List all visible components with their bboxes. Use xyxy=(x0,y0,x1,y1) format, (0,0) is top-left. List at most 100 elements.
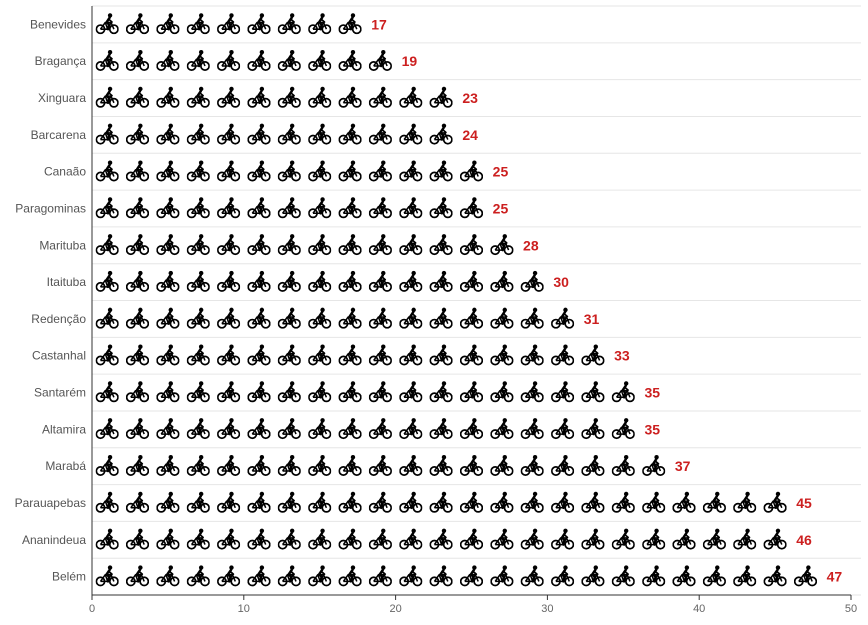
bicycle-icon xyxy=(126,565,149,587)
bicycle-icon xyxy=(368,344,392,366)
bicycle-icon xyxy=(642,565,666,587)
data-label: 31 xyxy=(584,311,600,327)
bicycle-icon xyxy=(338,344,362,366)
bicycle-icon xyxy=(551,344,575,366)
bicycle-icon xyxy=(338,307,362,330)
bicycle-icon xyxy=(95,123,119,145)
bar-row xyxy=(95,12,362,35)
bicycle-icon xyxy=(95,344,119,366)
bicycle-icon xyxy=(277,565,301,587)
bicycle-icon xyxy=(95,49,119,72)
bicycle-icon xyxy=(702,528,726,550)
bar-row xyxy=(95,160,483,182)
data-label: 25 xyxy=(493,200,509,216)
bicycle-icon xyxy=(95,381,119,403)
bicycle-icon xyxy=(460,270,483,293)
bicycle-icon xyxy=(460,491,483,514)
bicycle-icon xyxy=(672,528,696,550)
bicycle-icon xyxy=(247,86,271,109)
data-label: 45 xyxy=(796,495,812,511)
bar-row xyxy=(95,307,575,330)
bicycle-icon xyxy=(429,417,453,440)
axes: 0 10 20 30 40 50 xyxy=(89,6,857,615)
bicycle-icon xyxy=(156,381,180,403)
bicycle-icon xyxy=(338,160,362,182)
bicycle-icon xyxy=(308,160,332,182)
bicycle-icon xyxy=(338,381,362,403)
bicycle-icon xyxy=(490,344,514,366)
bicycle-icon xyxy=(126,381,149,403)
bicycle-icon xyxy=(551,528,575,550)
bicycle-icon xyxy=(368,381,392,403)
bicycle-icon xyxy=(277,307,301,330)
bicycle-icon xyxy=(399,381,423,403)
bicycle-icon xyxy=(186,565,210,587)
bicycle-icon xyxy=(247,123,271,145)
bicycle-icon xyxy=(156,528,180,550)
category-label: Parauapebas xyxy=(15,496,86,510)
bicycle-icon xyxy=(247,344,271,366)
bicycle-icon xyxy=(460,454,483,477)
bicycle-icon xyxy=(277,123,301,145)
bicycle-icon xyxy=(338,417,362,440)
bicycle-icon xyxy=(126,123,149,145)
bicycle-icon xyxy=(399,491,423,514)
bicycle-icon xyxy=(308,233,332,256)
bicycle-icon xyxy=(308,565,332,587)
bicycle-icon xyxy=(308,344,332,366)
bicycle-icon xyxy=(247,381,271,403)
bicycle-icon xyxy=(308,528,332,550)
category-label: Marabá xyxy=(45,459,86,473)
bicycle-icon xyxy=(186,197,210,219)
bicycle-icon xyxy=(399,454,423,477)
bicycle-icon xyxy=(186,123,210,145)
bicycle-icon xyxy=(247,528,271,550)
category-label: Barcarena xyxy=(31,128,87,142)
data-label: 37 xyxy=(675,458,691,474)
bicycle-icon xyxy=(186,528,210,550)
bicycle-icon xyxy=(186,49,210,72)
bicycle-icon xyxy=(429,86,453,109)
bicycle-icon xyxy=(156,417,180,440)
bicycle-icon xyxy=(520,307,544,330)
bicycle-icon xyxy=(126,491,149,514)
bicycle-icon xyxy=(186,344,210,366)
category-label: Santarém xyxy=(34,386,86,400)
bicycle-icon xyxy=(429,233,453,256)
bicycle-icon xyxy=(308,491,332,514)
category-label: Xinguara xyxy=(38,91,86,105)
data-label: 17 xyxy=(371,16,387,32)
bicycle-icon xyxy=(429,528,453,550)
x-tick-label: 50 xyxy=(845,603,857,615)
bicycle-icon xyxy=(247,197,271,219)
bicycle-icon xyxy=(460,417,483,440)
bicycle-icon xyxy=(95,491,119,514)
bicycle-icon xyxy=(277,344,301,366)
category-label: Altamira xyxy=(42,422,86,436)
bicycle-icon xyxy=(247,160,271,182)
bicycle-icon xyxy=(156,233,180,256)
bicycle-icon xyxy=(368,454,392,477)
bicycle-icon xyxy=(186,381,210,403)
bicycle-icon xyxy=(551,381,575,403)
bicycle-icon xyxy=(277,86,301,109)
bicycle-icon xyxy=(429,123,453,145)
bicycle-icon xyxy=(338,454,362,477)
bicycle-icon xyxy=(460,197,483,219)
bicycle-icon xyxy=(368,307,392,330)
bicycle-icon xyxy=(156,344,180,366)
bicycle-icon xyxy=(581,454,605,477)
bar-row xyxy=(95,381,635,403)
bicycle-icon xyxy=(611,491,635,514)
bicycle-icon xyxy=(490,454,514,477)
bicycle-icon xyxy=(611,565,635,587)
bicycle-icon xyxy=(642,528,666,550)
bicycle-icon xyxy=(429,197,453,219)
bicycle-icon xyxy=(186,270,210,293)
bicycle-icon xyxy=(581,491,605,514)
x-tick-label: 20 xyxy=(389,603,401,615)
x-tick-label: 0 xyxy=(89,603,95,615)
category-label: Benevides xyxy=(30,17,86,31)
bicycle-icon xyxy=(217,49,241,72)
bicycle-icon xyxy=(429,344,453,366)
